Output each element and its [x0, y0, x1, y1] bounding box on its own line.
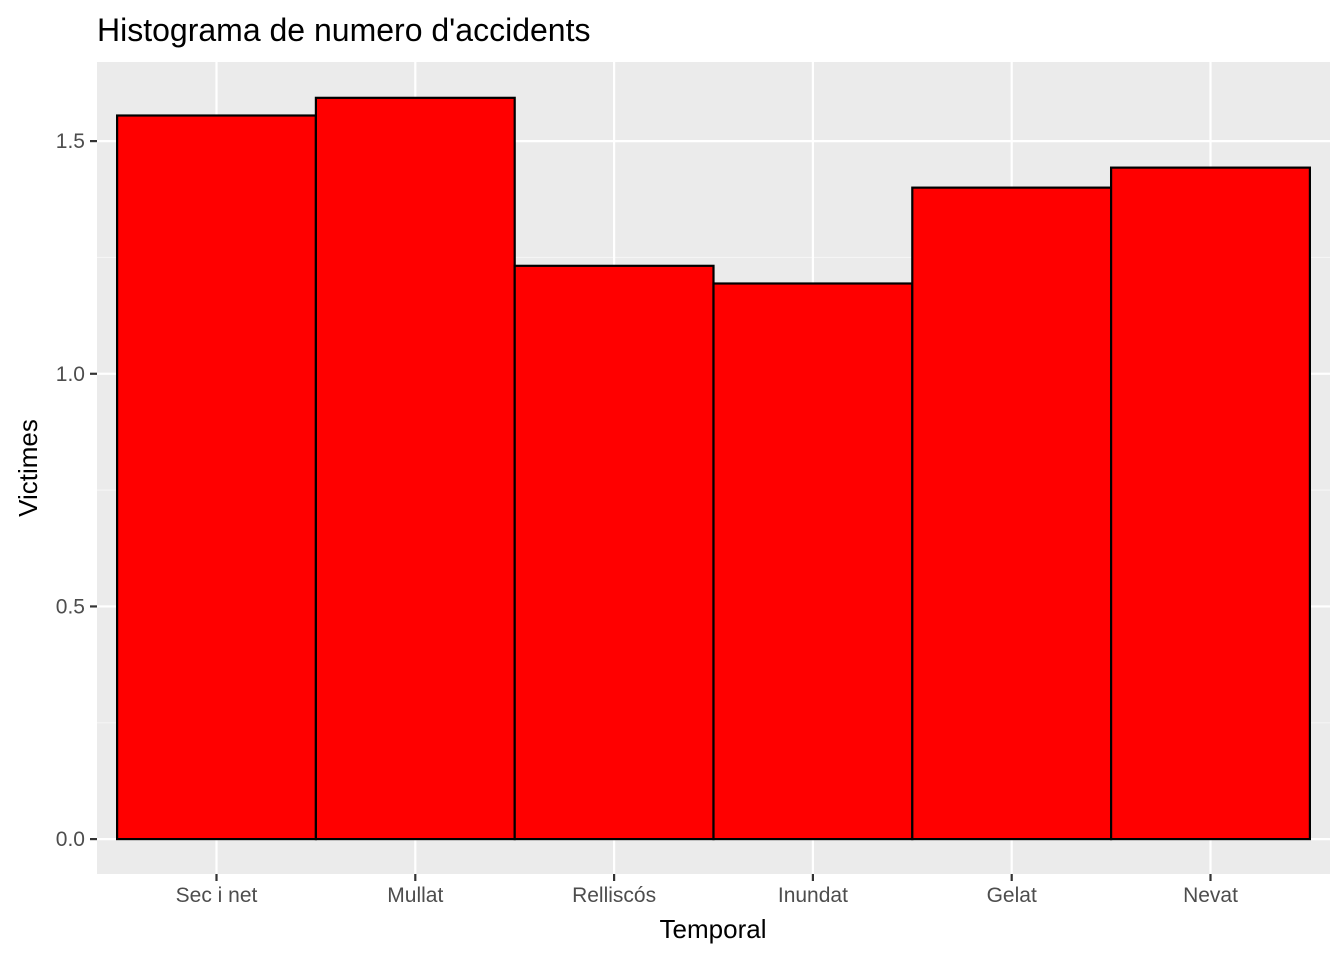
x-axis-title: Temporal — [660, 914, 767, 944]
y-tick-label: 1.5 — [56, 130, 85, 153]
y-tick-label: 0.0 — [56, 828, 85, 851]
bar-1 — [115, 114, 318, 841]
x-axis: Sec i net Mullat Relliscós Inundat Gelat Neva… — [176, 874, 1238, 907]
chart-title: Histograma de numero d'accidents — [97, 12, 590, 48]
x-tick-label: Gelat — [987, 884, 1037, 907]
y-axis-title: Victimes — [13, 419, 43, 517]
x-tick-label: Relliscós — [572, 884, 656, 907]
bars-group — [115, 96, 1311, 841]
y-tick-label: 1.0 — [56, 363, 85, 386]
x-tick-label: Sec i net — [176, 884, 258, 907]
bar-3 — [513, 264, 715, 841]
y-tick-label: 0.5 — [56, 595, 85, 618]
bar-6 — [1109, 166, 1311, 841]
x-tick-label: Inundat — [778, 884, 848, 907]
bar-4 — [712, 282, 914, 841]
x-tick-label: Mullat — [387, 884, 443, 907]
bar-5 — [911, 186, 1113, 841]
x-tick-label: Nevat — [1183, 884, 1238, 907]
y-axis: 0.0 0.5 1.0 1.5 — [56, 130, 97, 851]
bar-2 — [314, 96, 516, 841]
